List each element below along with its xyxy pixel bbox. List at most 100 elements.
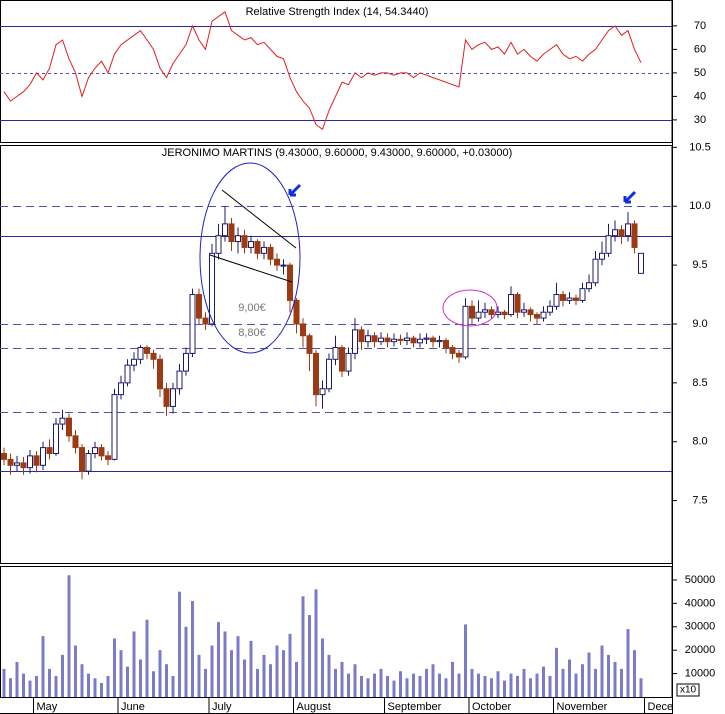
pattern-ellipse bbox=[199, 162, 301, 354]
volume-bar bbox=[67, 575, 71, 697]
volume-bar bbox=[230, 650, 233, 697]
y-tick-label: 30 bbox=[694, 114, 706, 126]
candle-body bbox=[98, 447, 105, 457]
y-tick-label: 40 bbox=[694, 90, 706, 102]
volume-bar bbox=[522, 668, 526, 697]
volume-bar bbox=[217, 622, 220, 697]
trend-line bbox=[221, 189, 297, 249]
volume-bar bbox=[93, 678, 97, 697]
volume-bar bbox=[431, 664, 435, 697]
annotation: 9,00€ bbox=[238, 302, 266, 314]
volume-bar bbox=[308, 615, 311, 697]
candle-body bbox=[410, 337, 417, 344]
candle-body bbox=[449, 347, 456, 354]
candle-body bbox=[196, 294, 202, 319]
candle-body bbox=[625, 223, 631, 237]
volume-bar bbox=[347, 673, 350, 697]
volume-bar bbox=[425, 668, 428, 697]
candle-body bbox=[85, 452, 92, 472]
volume-bar bbox=[275, 645, 279, 697]
candle-body bbox=[254, 241, 261, 254]
candle-body bbox=[228, 223, 235, 243]
volume-bar bbox=[600, 645, 604, 697]
candle-body bbox=[313, 352, 319, 396]
candle-body bbox=[586, 282, 592, 290]
candle-body bbox=[72, 435, 79, 449]
candle-body bbox=[300, 323, 306, 337]
chart-title: JERONIMO MARTINS (9.43000, 9.60000, 9.43… bbox=[162, 147, 512, 159]
candle-body bbox=[430, 337, 436, 343]
volume-bar bbox=[126, 666, 129, 697]
candle-body bbox=[488, 309, 495, 316]
candle-body bbox=[339, 347, 345, 372]
volume-bar bbox=[386, 675, 389, 697]
candle-body bbox=[53, 423, 59, 454]
volume-bar bbox=[418, 675, 422, 697]
volume-bar bbox=[204, 668, 207, 697]
candle-body bbox=[540, 311, 547, 319]
y-tick-label: 50 bbox=[694, 67, 706, 79]
y-tick-label: 10000 bbox=[685, 667, 716, 679]
candle-body bbox=[345, 352, 352, 372]
volume-bar bbox=[503, 680, 506, 697]
volume-bar bbox=[607, 654, 610, 697]
volume-bar bbox=[327, 654, 331, 697]
candle-body bbox=[157, 358, 163, 390]
volume-bar bbox=[74, 645, 77, 697]
volume-bar bbox=[314, 589, 318, 697]
candle-body bbox=[612, 229, 618, 237]
candle-body bbox=[579, 288, 586, 301]
volume-bar bbox=[360, 675, 363, 697]
annotations bbox=[199, 162, 637, 354]
volume-bar bbox=[529, 678, 532, 697]
volume-bar bbox=[366, 678, 370, 697]
candle-body bbox=[521, 309, 527, 313]
y-tick-label: 9.5 bbox=[692, 259, 707, 271]
volume-bar bbox=[509, 673, 513, 697]
volume-bar bbox=[353, 664, 357, 697]
candle-body bbox=[287, 264, 293, 301]
volume-bar bbox=[178, 591, 181, 697]
candle-body bbox=[423, 337, 430, 340]
unit-label: x10 bbox=[680, 685, 697, 696]
candle-body bbox=[482, 309, 488, 313]
volume-bar bbox=[106, 675, 110, 697]
volume-bar bbox=[223, 631, 227, 697]
candle-body bbox=[124, 364, 131, 384]
volume-bar bbox=[282, 650, 285, 697]
pattern-ellipse bbox=[442, 289, 498, 327]
volume-bar bbox=[35, 675, 38, 697]
candle-body bbox=[189, 294, 196, 354]
candle-body bbox=[176, 370, 183, 390]
candle-body bbox=[306, 335, 313, 354]
candle-body bbox=[592, 258, 599, 284]
candle-body bbox=[332, 347, 339, 360]
candle-body bbox=[111, 394, 118, 460]
volume-bar bbox=[80, 664, 84, 697]
candle-body bbox=[170, 388, 176, 407]
candle-body bbox=[118, 382, 124, 396]
y-tick-label: 8.5 bbox=[692, 377, 707, 389]
candle-body bbox=[417, 338, 423, 344]
candle-body bbox=[397, 338, 404, 341]
volume-bar bbox=[2, 668, 6, 697]
candle-body bbox=[215, 235, 222, 254]
candle-body bbox=[384, 337, 391, 343]
candle-body bbox=[378, 337, 384, 343]
volume-bar bbox=[236, 636, 240, 697]
volume-bar bbox=[184, 626, 188, 697]
candle-body bbox=[326, 358, 332, 390]
candle-body bbox=[46, 447, 53, 454]
arrow bbox=[288, 183, 302, 197]
candle-body bbox=[352, 329, 358, 354]
volume-bar bbox=[568, 659, 571, 697]
volume-bar bbox=[145, 619, 149, 697]
candle-body bbox=[443, 339, 449, 349]
volume-bar bbox=[548, 675, 552, 697]
volume-bar bbox=[61, 654, 64, 697]
candle-body bbox=[618, 229, 625, 237]
y-tick-label: 7.5 bbox=[692, 495, 707, 507]
volume-bar bbox=[28, 680, 32, 697]
volume-bar bbox=[483, 675, 487, 697]
